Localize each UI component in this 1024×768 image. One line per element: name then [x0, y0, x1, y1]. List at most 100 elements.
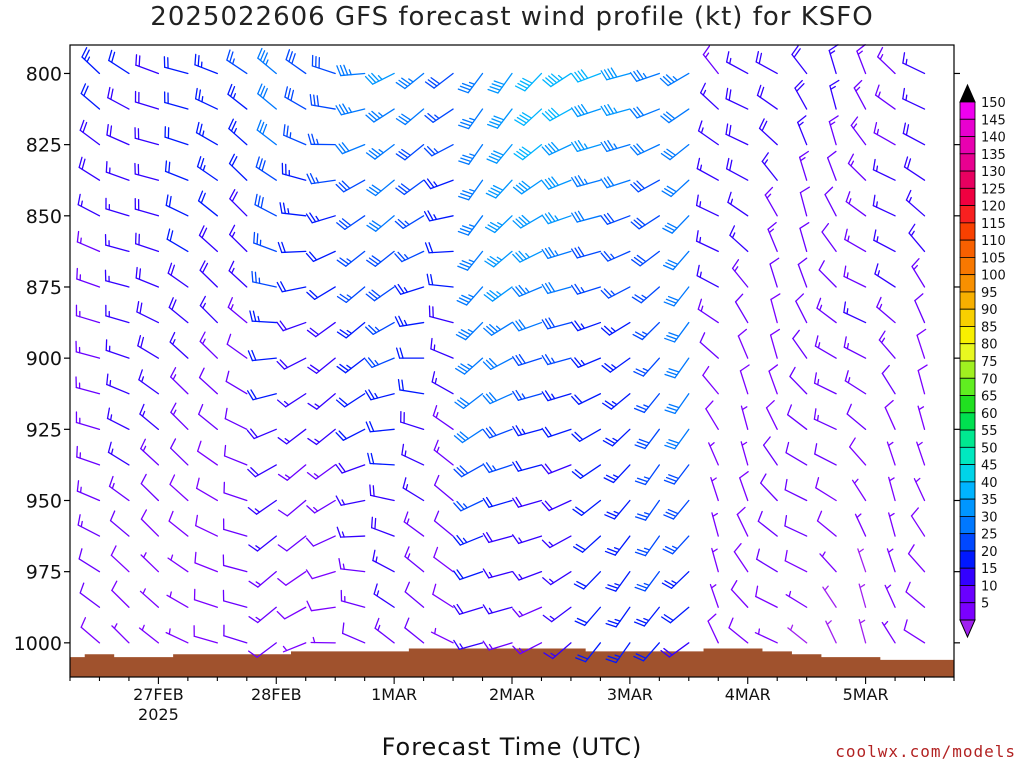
barb-full [194, 87, 198, 100]
barb-half [346, 294, 353, 299]
wind-barb [513, 143, 543, 161]
barb-full [663, 614, 674, 622]
barb-full [455, 334, 467, 341]
wind-barb [431, 371, 454, 395]
barb-full [914, 293, 924, 302]
wind-barb [799, 186, 810, 217]
colorbar-label: 60 [981, 407, 998, 422]
wind-barb [305, 212, 336, 224]
barb-full [574, 357, 583, 367]
barb-half [463, 503, 468, 509]
barb-full [335, 495, 342, 506]
barb-half [202, 164, 206, 172]
barb-half [613, 510, 620, 515]
barb-staff [799, 227, 808, 253]
barb-full [911, 258, 920, 268]
barb-staff [193, 635, 218, 644]
wind-barb [283, 124, 307, 146]
barb-half [612, 437, 619, 442]
barb-full [729, 159, 733, 172]
barb-full [733, 543, 742, 553]
wind-barb [430, 627, 454, 644]
barb-full [489, 323, 499, 333]
wind-barb [305, 535, 336, 547]
wind-barb [79, 119, 101, 146]
barb-full [456, 603, 464, 614]
wind-barb [108, 475, 130, 502]
wind-barb [702, 45, 719, 75]
barb-full [458, 195, 470, 201]
barb-full [630, 183, 639, 193]
barb-full [135, 54, 138, 66]
barb-full [306, 505, 316, 514]
barb-full [198, 225, 205, 236]
wind-barb [784, 514, 808, 537]
wind-barb [573, 571, 602, 590]
barb-half [313, 506, 319, 512]
barb-full [815, 477, 820, 489]
barb-half [856, 513, 862, 519]
wind-barb [813, 408, 837, 430]
barb-full [111, 51, 116, 63]
barb-full [512, 321, 520, 332]
wind-barb [309, 93, 336, 110]
barb-full [571, 471, 582, 479]
barb-half [142, 445, 147, 452]
barb-full [369, 222, 380, 230]
barb-full [796, 83, 805, 92]
wind-barb [570, 69, 602, 83]
wind-barb [737, 328, 749, 359]
barb-full [663, 479, 675, 485]
barb-half [433, 214, 438, 221]
wind-barb [395, 347, 425, 359]
barb-full [604, 400, 615, 408]
barb-full [106, 123, 109, 136]
wind-barb [423, 143, 454, 157]
barb-full [765, 400, 775, 409]
barb-half [113, 623, 118, 630]
barb-full [197, 55, 200, 67]
wind-barb [457, 250, 484, 271]
barb-full [702, 45, 711, 56]
barb-full [756, 84, 762, 96]
barb-half [406, 518, 410, 525]
barb-staff [404, 627, 425, 644]
barb-full [544, 247, 552, 258]
barb-staff [111, 589, 130, 608]
barb-full [290, 89, 295, 102]
wind-barb [847, 153, 867, 181]
barb-staff [821, 231, 837, 253]
wind-barb [512, 284, 543, 297]
wind-barb [850, 116, 867, 146]
barb-full [522, 77, 533, 84]
barb-full [305, 569, 313, 580]
barb-full [697, 120, 703, 132]
wind-barb [828, 115, 839, 146]
barb-half [496, 256, 503, 261]
barb-full [489, 121, 501, 127]
colorbar-segment [959, 446, 976, 466]
barb-full [106, 407, 111, 420]
wind-barb [136, 300, 160, 324]
barb-full [482, 463, 490, 474]
wind-barb [600, 286, 631, 299]
barb-full [634, 621, 645, 627]
barb-full [367, 74, 377, 84]
barb-half [488, 571, 493, 578]
barb-full [512, 220, 522, 229]
barb-half [905, 58, 908, 66]
wind-barb [541, 107, 572, 122]
barb-half [348, 69, 352, 76]
wind-barb [629, 106, 660, 119]
wind-barb [253, 231, 277, 253]
barb-full [541, 502, 550, 512]
wind-barb [75, 411, 101, 430]
wind-barb [797, 115, 808, 146]
barb-full [140, 473, 147, 485]
wind-barb [197, 190, 218, 217]
wind-barb [873, 229, 896, 253]
barb-full [339, 257, 350, 265]
barb-full [908, 223, 916, 234]
barb-full [456, 569, 464, 580]
barb-full [603, 288, 613, 298]
